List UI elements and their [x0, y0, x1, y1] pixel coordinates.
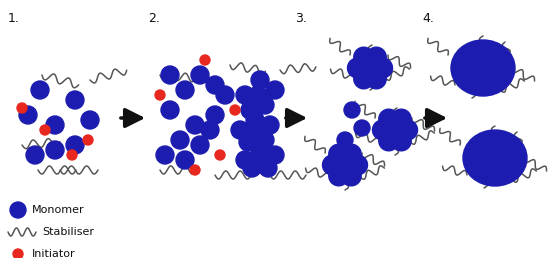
Text: 2.: 2.	[148, 12, 160, 25]
Text: Monomer: Monomer	[32, 205, 85, 215]
Ellipse shape	[176, 81, 194, 99]
Ellipse shape	[398, 120, 418, 140]
Text: 3.: 3.	[295, 12, 307, 25]
Ellipse shape	[186, 116, 204, 134]
Ellipse shape	[329, 166, 348, 186]
Ellipse shape	[246, 111, 264, 129]
Ellipse shape	[341, 144, 361, 164]
Ellipse shape	[256, 131, 274, 149]
Ellipse shape	[81, 111, 99, 129]
Ellipse shape	[191, 66, 209, 84]
Ellipse shape	[10, 202, 26, 218]
Ellipse shape	[341, 166, 361, 186]
Ellipse shape	[161, 101, 179, 119]
Ellipse shape	[206, 106, 224, 124]
Ellipse shape	[249, 86, 267, 104]
Ellipse shape	[190, 165, 200, 175]
Ellipse shape	[66, 136, 84, 154]
Ellipse shape	[216, 86, 234, 104]
Ellipse shape	[249, 149, 267, 167]
Ellipse shape	[354, 69, 374, 89]
Ellipse shape	[451, 40, 515, 96]
Ellipse shape	[171, 131, 189, 149]
Ellipse shape	[67, 150, 77, 160]
Ellipse shape	[251, 141, 269, 159]
Ellipse shape	[215, 150, 225, 160]
Ellipse shape	[66, 91, 84, 109]
Ellipse shape	[17, 103, 27, 113]
Ellipse shape	[347, 58, 367, 78]
Ellipse shape	[200, 55, 210, 65]
Ellipse shape	[259, 159, 277, 177]
Ellipse shape	[155, 90, 165, 100]
Ellipse shape	[26, 146, 44, 164]
Ellipse shape	[373, 120, 392, 140]
Ellipse shape	[337, 132, 353, 148]
Ellipse shape	[19, 106, 37, 124]
Ellipse shape	[231, 121, 249, 139]
Ellipse shape	[156, 146, 174, 164]
Ellipse shape	[354, 47, 374, 67]
Ellipse shape	[329, 144, 348, 164]
Ellipse shape	[360, 58, 380, 78]
Ellipse shape	[246, 121, 264, 139]
Ellipse shape	[266, 146, 284, 164]
Ellipse shape	[385, 120, 405, 140]
Ellipse shape	[373, 58, 393, 78]
Ellipse shape	[379, 131, 399, 151]
Ellipse shape	[83, 135, 93, 145]
Ellipse shape	[46, 116, 64, 134]
Ellipse shape	[236, 151, 254, 169]
Ellipse shape	[239, 133, 257, 151]
Ellipse shape	[31, 81, 49, 99]
Ellipse shape	[379, 109, 399, 129]
Text: Stabiliser: Stabiliser	[42, 227, 94, 237]
Ellipse shape	[392, 131, 411, 151]
Ellipse shape	[191, 136, 209, 154]
Ellipse shape	[348, 155, 368, 175]
Ellipse shape	[335, 155, 355, 175]
Ellipse shape	[266, 81, 284, 99]
Ellipse shape	[161, 66, 179, 84]
Ellipse shape	[344, 102, 360, 118]
Ellipse shape	[367, 69, 386, 89]
Ellipse shape	[243, 159, 261, 177]
Ellipse shape	[261, 116, 279, 134]
Ellipse shape	[367, 47, 386, 67]
Ellipse shape	[251, 71, 269, 89]
Ellipse shape	[463, 130, 527, 186]
Ellipse shape	[201, 121, 219, 139]
Ellipse shape	[392, 109, 411, 129]
Ellipse shape	[241, 101, 259, 119]
Ellipse shape	[46, 141, 64, 159]
Ellipse shape	[206, 76, 224, 94]
Text: 1.: 1.	[8, 12, 20, 25]
Ellipse shape	[176, 151, 194, 169]
Ellipse shape	[13, 249, 23, 258]
Text: 4.: 4.	[422, 12, 434, 25]
Ellipse shape	[236, 86, 254, 104]
Ellipse shape	[354, 120, 370, 136]
Ellipse shape	[322, 155, 342, 175]
Ellipse shape	[256, 96, 274, 114]
Text: Initiator: Initiator	[32, 249, 76, 258]
Ellipse shape	[230, 105, 240, 115]
Ellipse shape	[40, 125, 50, 135]
